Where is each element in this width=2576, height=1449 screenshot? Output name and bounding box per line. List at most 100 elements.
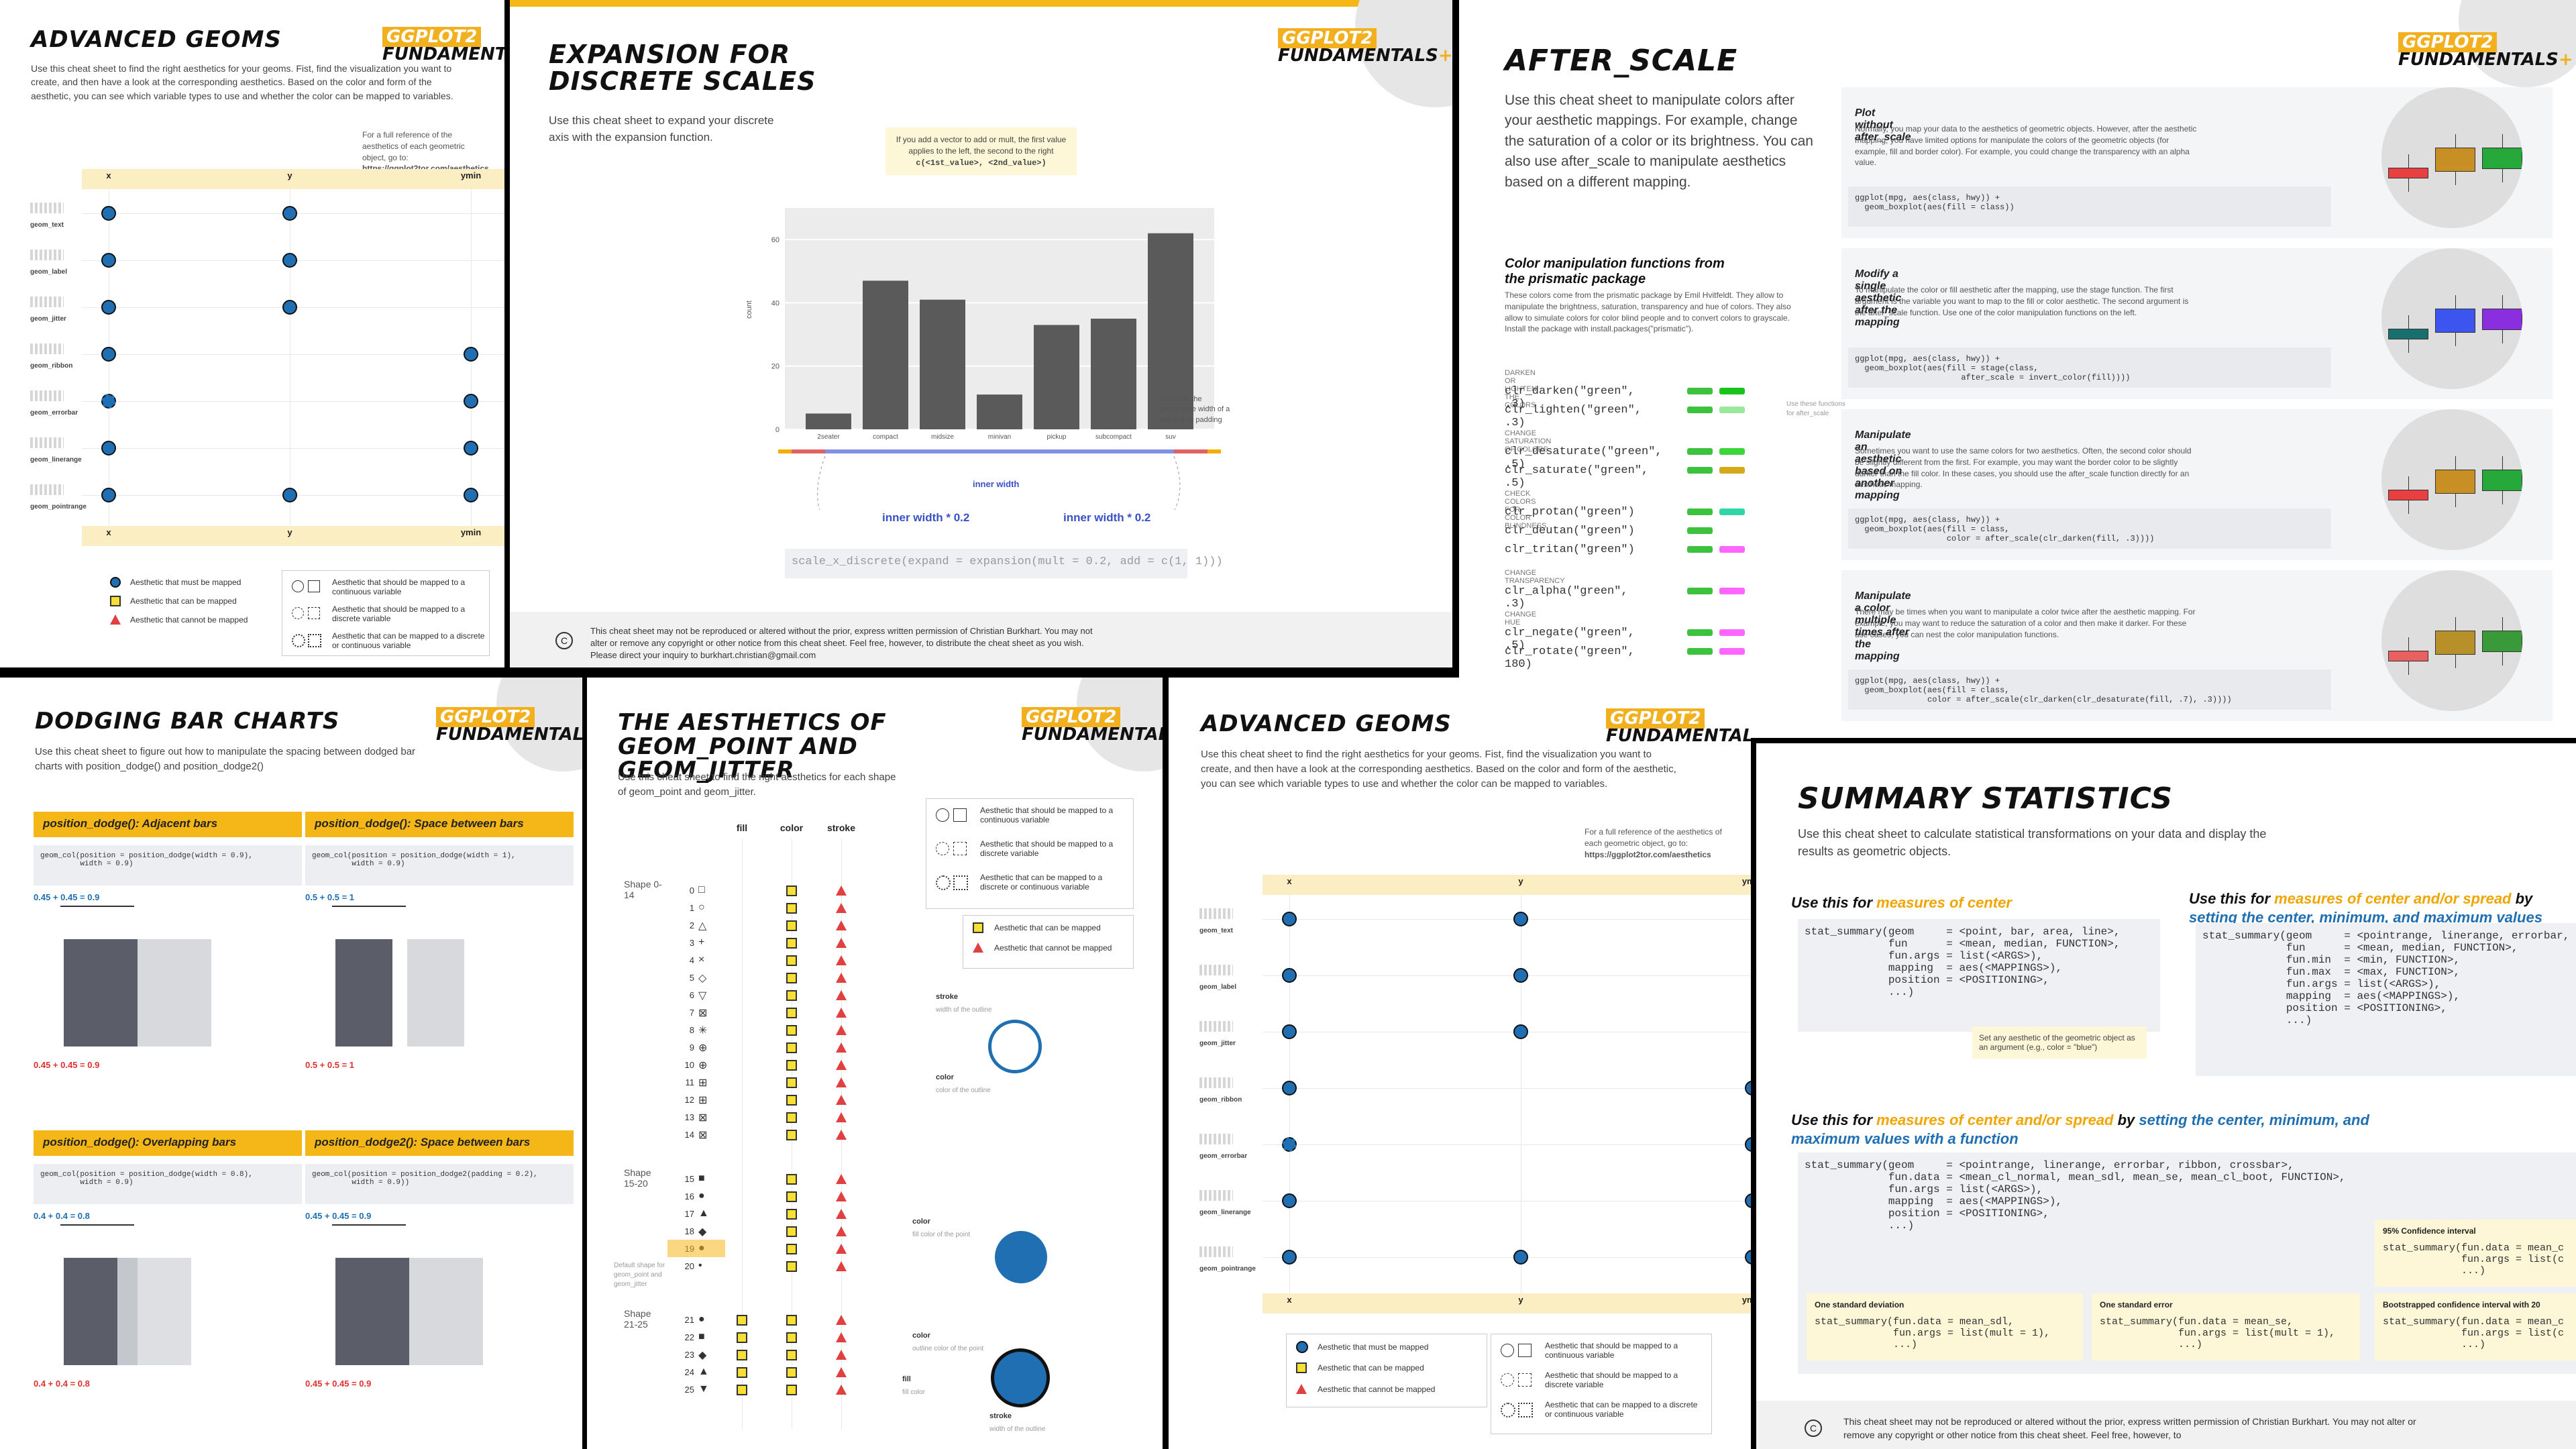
fill-marker <box>737 1315 747 1326</box>
cheatsheet-summary-statistics[interactable]: SUMMARY STATISTICS Use this cheat sheet … <box>1756 743 2576 1449</box>
must-marker <box>101 253 116 268</box>
stroke-marker <box>836 1174 847 1184</box>
panel-code: geom_col(position = position_dodge2(padd… <box>305 1164 574 1204</box>
measure-line <box>60 906 134 907</box>
legend-variable-types: Aesthetic that should be mapped to a con… <box>282 570 490 656</box>
fill-marker <box>737 1350 747 1360</box>
color-marker <box>786 1209 797 1220</box>
footer-bar <box>1756 1401 2576 1449</box>
panel-code: ggplot(mpg, aes(class, hwy)) + geom_boxp… <box>1848 186 2331 227</box>
legend-variable-types: Aesthetic that should be mapped to a con… <box>1491 1334 1712 1434</box>
shape-number: 24 <box>684 1367 694 1377</box>
stroke-marker <box>836 903 847 913</box>
bar-right <box>117 1258 191 1365</box>
result-swatch <box>1719 527 1745 534</box>
result-swatch <box>1719 648 1745 655</box>
cheatsheet-point-aesthetics[interactable]: THE AESTHETICS OF GEOM_POINT AND GEOM_JI… <box>587 678 1163 1449</box>
group-caption: CHANGE TRANSPARENCY <box>1505 569 1565 585</box>
x-tick-label: minivan <box>988 433 1011 441</box>
color-marker <box>786 920 797 931</box>
stroke-marker <box>836 1130 847 1140</box>
annotation: fill color of the point <box>912 1231 971 1238</box>
grid-row <box>1263 1257 1751 1258</box>
shape-glyph-icon: ● <box>698 1313 705 1325</box>
measure-line <box>60 1224 134 1226</box>
must-marker <box>1513 1024 1528 1039</box>
panel-heading: position_dodge(): Adjacent bars <box>34 812 302 837</box>
bar-chart: 0 20 40 60 count 2seater compact midsize minivan… <box>745 208 1221 510</box>
footer-band <box>1263 1293 1751 1313</box>
legend-mapping: Aesthetic that can be mapped Aesthetic t… <box>963 915 1134 969</box>
box-0 <box>2388 490 2428 500</box>
shape-glyph-icon: ◆ <box>698 1350 707 1361</box>
must-marker <box>1282 912 1297 926</box>
shape-number: 22 <box>684 1332 694 1342</box>
cheatsheet-dodging-bars[interactable]: DODGING BAR CHARTS GGPLOT2 FUNDAMENTALS+… <box>0 678 582 1449</box>
row-label-geom_pointrange: geom_pointrange <box>30 503 87 511</box>
legend-must: Aesthetic that must be mapped <box>106 577 267 596</box>
color-marker <box>786 1191 797 1202</box>
page-title: DODGING BAR CHARTS <box>35 708 340 735</box>
bottom-values: 0.45 + 0.45 = 0.9 <box>34 1060 100 1070</box>
bar-compact <box>862 280 908 429</box>
shape-glyph-icon: △ <box>698 920 707 932</box>
color-marker <box>786 1332 797 1343</box>
page-title: THE AESTHETICS OF GEOM_POINT AND GEOM_JI… <box>618 709 887 784</box>
cheatsheet-expansion-discrete[interactable]: EXPANSION FOR DISCRETE SCALES GGPLOT2 FU… <box>510 0 1452 667</box>
column-header-x: x <box>1287 876 1292 886</box>
bottom-values: 0.5 + 0.5 = 1 <box>305 1060 355 1070</box>
must-marker <box>101 488 116 502</box>
color-marker <box>786 1367 797 1378</box>
copyright-icon: C <box>555 632 573 649</box>
geom_errorbar-thumbnail <box>30 390 64 401</box>
color-function: clr_negate("green", .5) <box>1505 627 1635 652</box>
annotation: outline color of the point <box>912 1345 984 1352</box>
color-function: clr_deutan("green") <box>1505 525 1635 537</box>
intro-text: Use this cheat sheet to manipulate color… <box>1505 93 1813 190</box>
box-1 <box>2435 309 2475 333</box>
must-marker <box>464 394 478 409</box>
aesthetic-note: Set any aesthetic of the geometric objec… <box>1972 1026 2147 1059</box>
must-marker <box>282 488 297 502</box>
y-tick-label: 40 <box>771 299 780 307</box>
add-note: add adds the percentage width of a bar a… <box>1159 395 1230 424</box>
fill-marker <box>737 1385 747 1395</box>
panel-code: ggplot(mpg, aes(class, hwy)) + geom_boxp… <box>1848 508 2331 549</box>
geom_label-thumbnail <box>1199 965 1233 975</box>
page-title: SUMMARY STATISTICS <box>1798 782 2174 816</box>
color-marker <box>786 1095 797 1106</box>
measure-values: 0.4 + 0.4 = 0.8 <box>34 1211 90 1221</box>
panel-code: ggplot(mpg, aes(class, hwy)) + geom_boxp… <box>1848 669 2331 710</box>
box-1 <box>2435 631 2475 655</box>
right-connector <box>1173 455 1181 510</box>
color-marker <box>786 1112 797 1123</box>
must-marker <box>464 488 478 502</box>
column-footer-y: y <box>1518 1295 1523 1305</box>
y-tick-label: 0 <box>775 426 780 434</box>
color-marker <box>786 1025 797 1036</box>
left-expansion-bar <box>778 449 825 453</box>
stroke-marker <box>836 955 847 965</box>
annotation: stroke <box>936 993 959 1001</box>
annotation: color <box>912 1332 930 1340</box>
cheatsheet-advanced-geoms-1[interactable]: ADVANCED GEOMS GGPLOT2 FUNDAMENTALS+ Use… <box>0 0 504 667</box>
geom_text-thumbnail <box>30 203 64 213</box>
shape-glyph-icon: ▽ <box>698 990 707 1002</box>
shape-number: 10 <box>684 1060 694 1070</box>
fill-outline-circle-example <box>991 1348 1050 1407</box>
page-title: EXPANSION FOR DISCRETE SCALES <box>549 40 816 96</box>
cheatsheet-after-scale[interactable]: AFTER_SCALE GGPLOT2 FUNDAMENTALS+ Use th… <box>1459 0 2576 738</box>
footer-bar <box>510 612 1452 667</box>
inner-width-bar <box>778 449 1221 453</box>
group-label: Shape 0-14 <box>624 879 662 900</box>
shape-number: 0 <box>689 885 694 896</box>
color-function: clr_desaturate("green", .5) <box>1505 445 1662 471</box>
boxplot-figure <box>2381 248 2522 389</box>
stroke-marker <box>836 1112 847 1122</box>
legend-cannot: Aesthetic that cannot be mapped <box>106 614 267 633</box>
shape-number: 16 <box>684 1191 694 1201</box>
shape-number: 25 <box>684 1385 694 1395</box>
original-swatch <box>1687 467 1713 474</box>
cheatsheet-advanced-geoms-2[interactable]: ADVANCED GEOMS GGPLOT2 FUNDAMENTALS+ Use… <box>1169 678 1751 1449</box>
color-marker <box>786 1350 797 1360</box>
